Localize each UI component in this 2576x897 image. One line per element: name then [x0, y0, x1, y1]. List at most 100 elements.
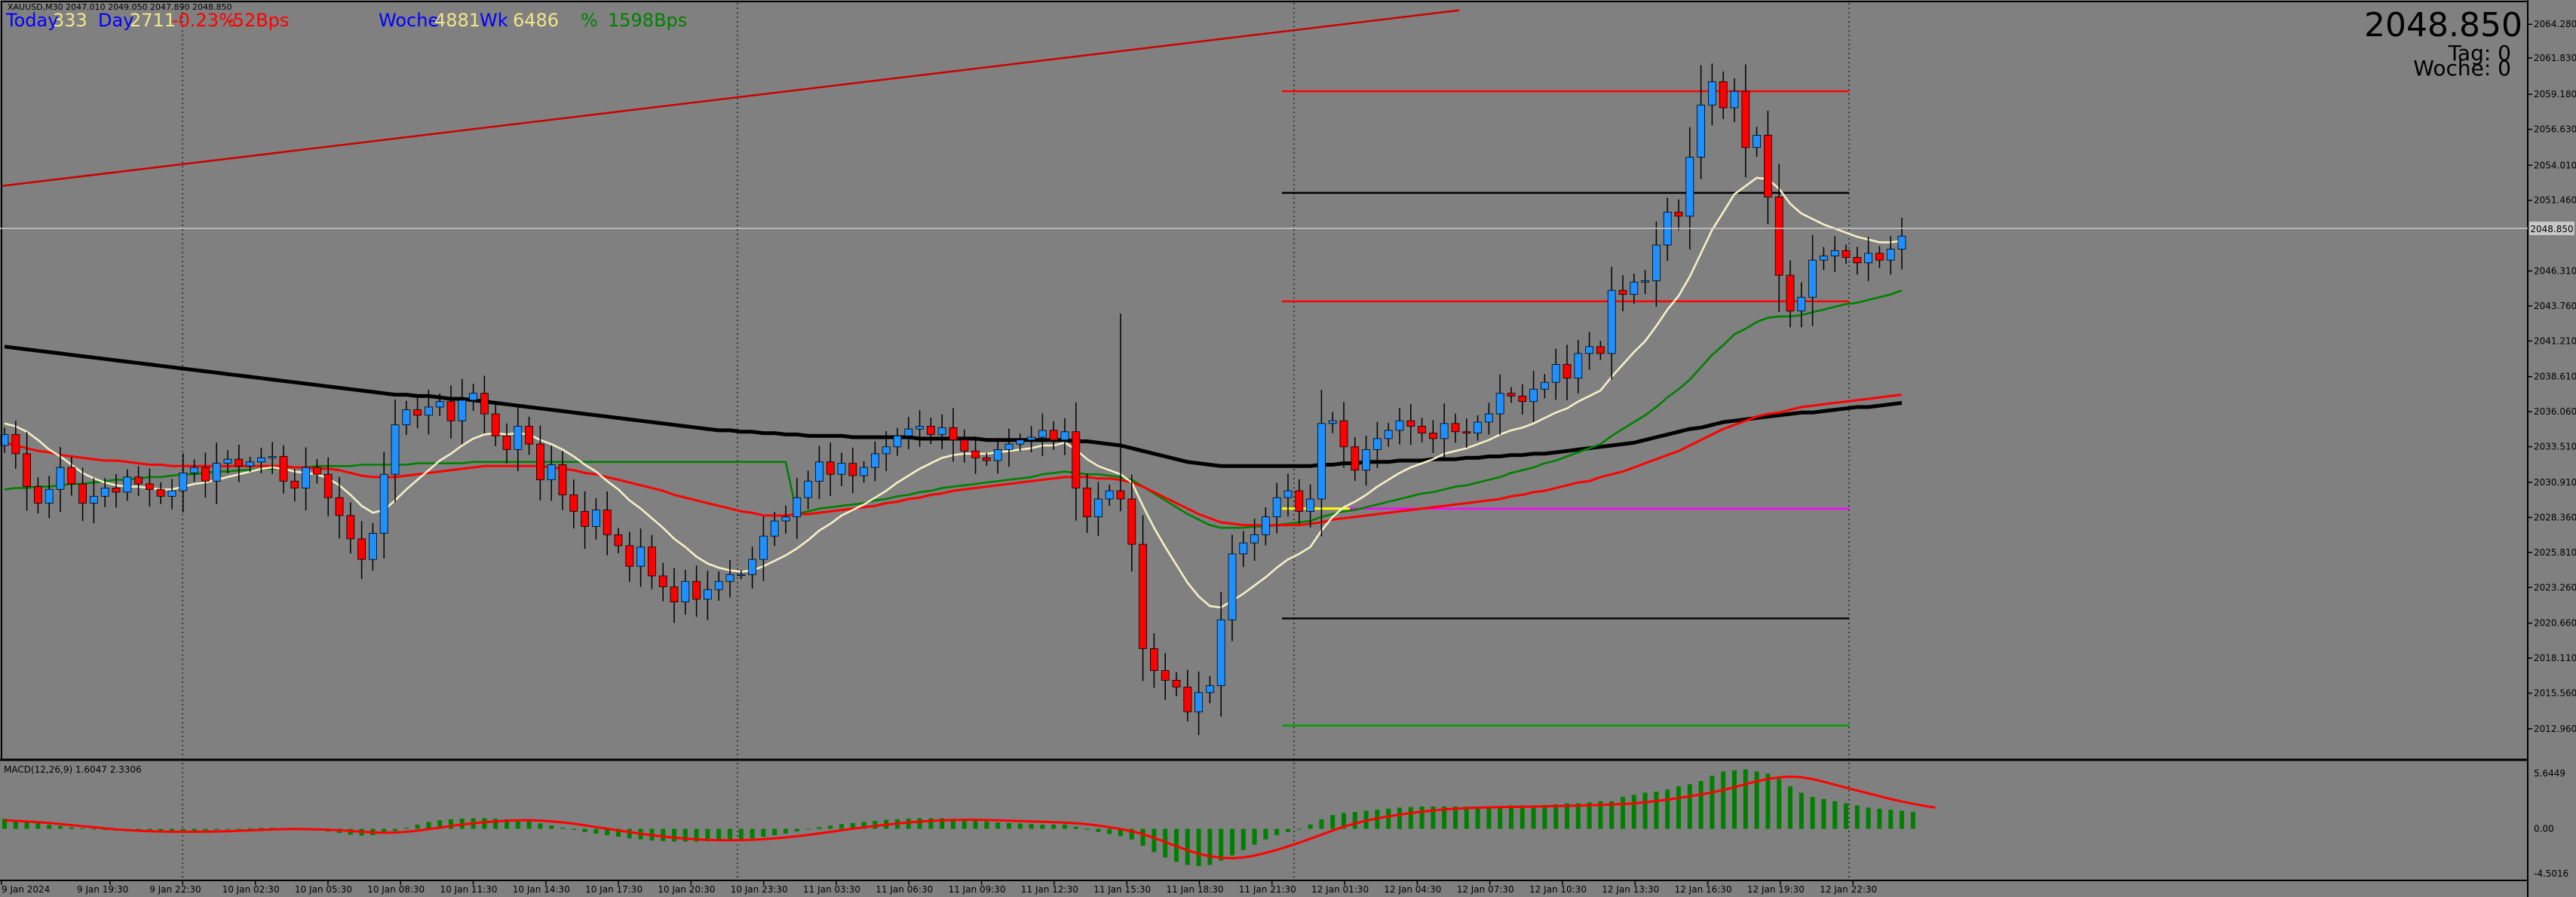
- candle: [793, 477, 802, 539]
- macd-histogram-bar: [1777, 779, 1782, 829]
- candle: [435, 393, 444, 416]
- candle: [1474, 415, 1482, 441]
- candle-body: [134, 476, 143, 485]
- candle: [1295, 479, 1304, 525]
- macd-histogram-bar: [1642, 792, 1648, 829]
- macd-histogram-bar: [1051, 824, 1056, 829]
- candle: [937, 414, 946, 449]
- candle: [569, 479, 578, 529]
- macd-histogram-bar: [906, 819, 911, 829]
- candle-body: [1306, 498, 1314, 512]
- candle-body: [1853, 257, 1862, 264]
- candle-body: [1283, 490, 1293, 498]
- time-axis: 9 Jan 2024 9 Jan 19:30 9 Jan 22:30 10 Jan 0…: [1, 880, 1877, 895]
- time-tick-label: 9 Jan 22:30: [149, 884, 201, 895]
- macd-histogram-bar: [571, 828, 576, 830]
- candle-body: [1819, 256, 1828, 261]
- candle: [78, 467, 87, 522]
- candle-body: [1339, 420, 1348, 448]
- time-tick-label: 10 Jan 05:30: [295, 884, 352, 895]
- candle: [167, 479, 176, 510]
- macd-histogram-bar: [538, 823, 543, 829]
- candle: [1351, 437, 1360, 481]
- candle-body: [1328, 420, 1337, 424]
- candle-body: [1730, 90, 1739, 109]
- macd-histogram-bar: [1542, 804, 1547, 829]
- candle-body: [725, 574, 734, 582]
- time-tick-label: 11 Jan 18:30: [1167, 884, 1224, 895]
- candle-body: [56, 467, 65, 490]
- candle-body: [1150, 648, 1158, 672]
- macd-axis-tick: 0.00: [2534, 824, 2554, 834]
- candle-body: [1641, 280, 1650, 283]
- candle-body: [837, 463, 846, 475]
- week-points: 4881: [434, 10, 480, 31]
- candle-body: [993, 449, 1002, 461]
- time-tick-label: 11 Jan 03:30: [803, 884, 860, 895]
- candle-body: [1685, 157, 1694, 217]
- macd-histogram-bar: [1308, 824, 1313, 829]
- week-percent: %: [581, 10, 598, 31]
- price-tick-label: 2020.660: [2534, 618, 2576, 629]
- time-tick-label: 10 Jan 08:30: [367, 884, 425, 895]
- candle-body: [368, 533, 377, 560]
- candle-body: [1161, 670, 1170, 681]
- macd-histogram-bar: [1107, 828, 1112, 834]
- candle-body: [704, 589, 712, 600]
- candlesticks: [0, 63, 1906, 736]
- candle-body: [1462, 431, 1471, 433]
- candle-body: [1719, 81, 1728, 109]
- candle-body: [525, 426, 533, 445]
- candle-body: [893, 435, 902, 448]
- candle-body: [614, 534, 623, 546]
- macd-histogram-bar: [415, 824, 420, 829]
- time-tick-label: 9 Jan 2024: [2, 884, 50, 895]
- candle-body: [748, 559, 756, 575]
- candle: [302, 447, 311, 511]
- candle: [235, 444, 244, 482]
- candle: [491, 404, 500, 446]
- candle: [681, 570, 690, 615]
- candle-body: [1474, 421, 1482, 433]
- candle-body: [648, 546, 656, 577]
- candle: [893, 427, 902, 456]
- candle: [603, 491, 612, 556]
- macd-histogram-bar: [1330, 815, 1336, 829]
- macd-histogram-bar: [58, 825, 63, 829]
- candle: [514, 406, 523, 472]
- macd-histogram-bar: [1240, 828, 1246, 850]
- time-tick-label: 10 Jan 02:30: [222, 884, 280, 895]
- candle-body: [1295, 490, 1304, 512]
- macd-histogram-bar: [672, 828, 676, 842]
- macd-histogram-bar: [682, 828, 688, 842]
- candle: [290, 469, 299, 502]
- candle: [714, 571, 723, 601]
- candle: [1485, 403, 1493, 435]
- candle-body: [681, 580, 690, 602]
- time-tick-label: 12 Jan 07:30: [1457, 884, 1514, 895]
- candle-body: [826, 461, 835, 475]
- price-tick-label: 2064.280: [2534, 19, 2576, 29]
- macd-histogram-bar: [35, 822, 41, 829]
- macd-histogram-bar: [69, 827, 74, 829]
- time-tick-label: 12 Jan 19:30: [1747, 884, 1805, 895]
- candle-body: [223, 458, 232, 464]
- candle: [1730, 78, 1739, 123]
- price-tick-label: 2051.460: [2534, 195, 2576, 206]
- candle: [770, 512, 779, 546]
- candle-body: [960, 439, 969, 452]
- candle-body: [871, 453, 879, 468]
- candle: [670, 568, 679, 623]
- macd-histogram-bar: [872, 820, 878, 829]
- candle: [1719, 71, 1728, 119]
- macd-histogram-bar: [928, 818, 934, 829]
- candle-body: [692, 580, 701, 600]
- candle: [179, 453, 188, 513]
- candle: [1753, 127, 1762, 158]
- candle: [1697, 65, 1706, 179]
- macd-indicator: 5.6449 0.00 -4.5016: [2, 768, 2568, 879]
- candle: [1373, 421, 1382, 469]
- candle: [1842, 244, 1851, 265]
- macd-histogram-bar: [1464, 806, 1469, 829]
